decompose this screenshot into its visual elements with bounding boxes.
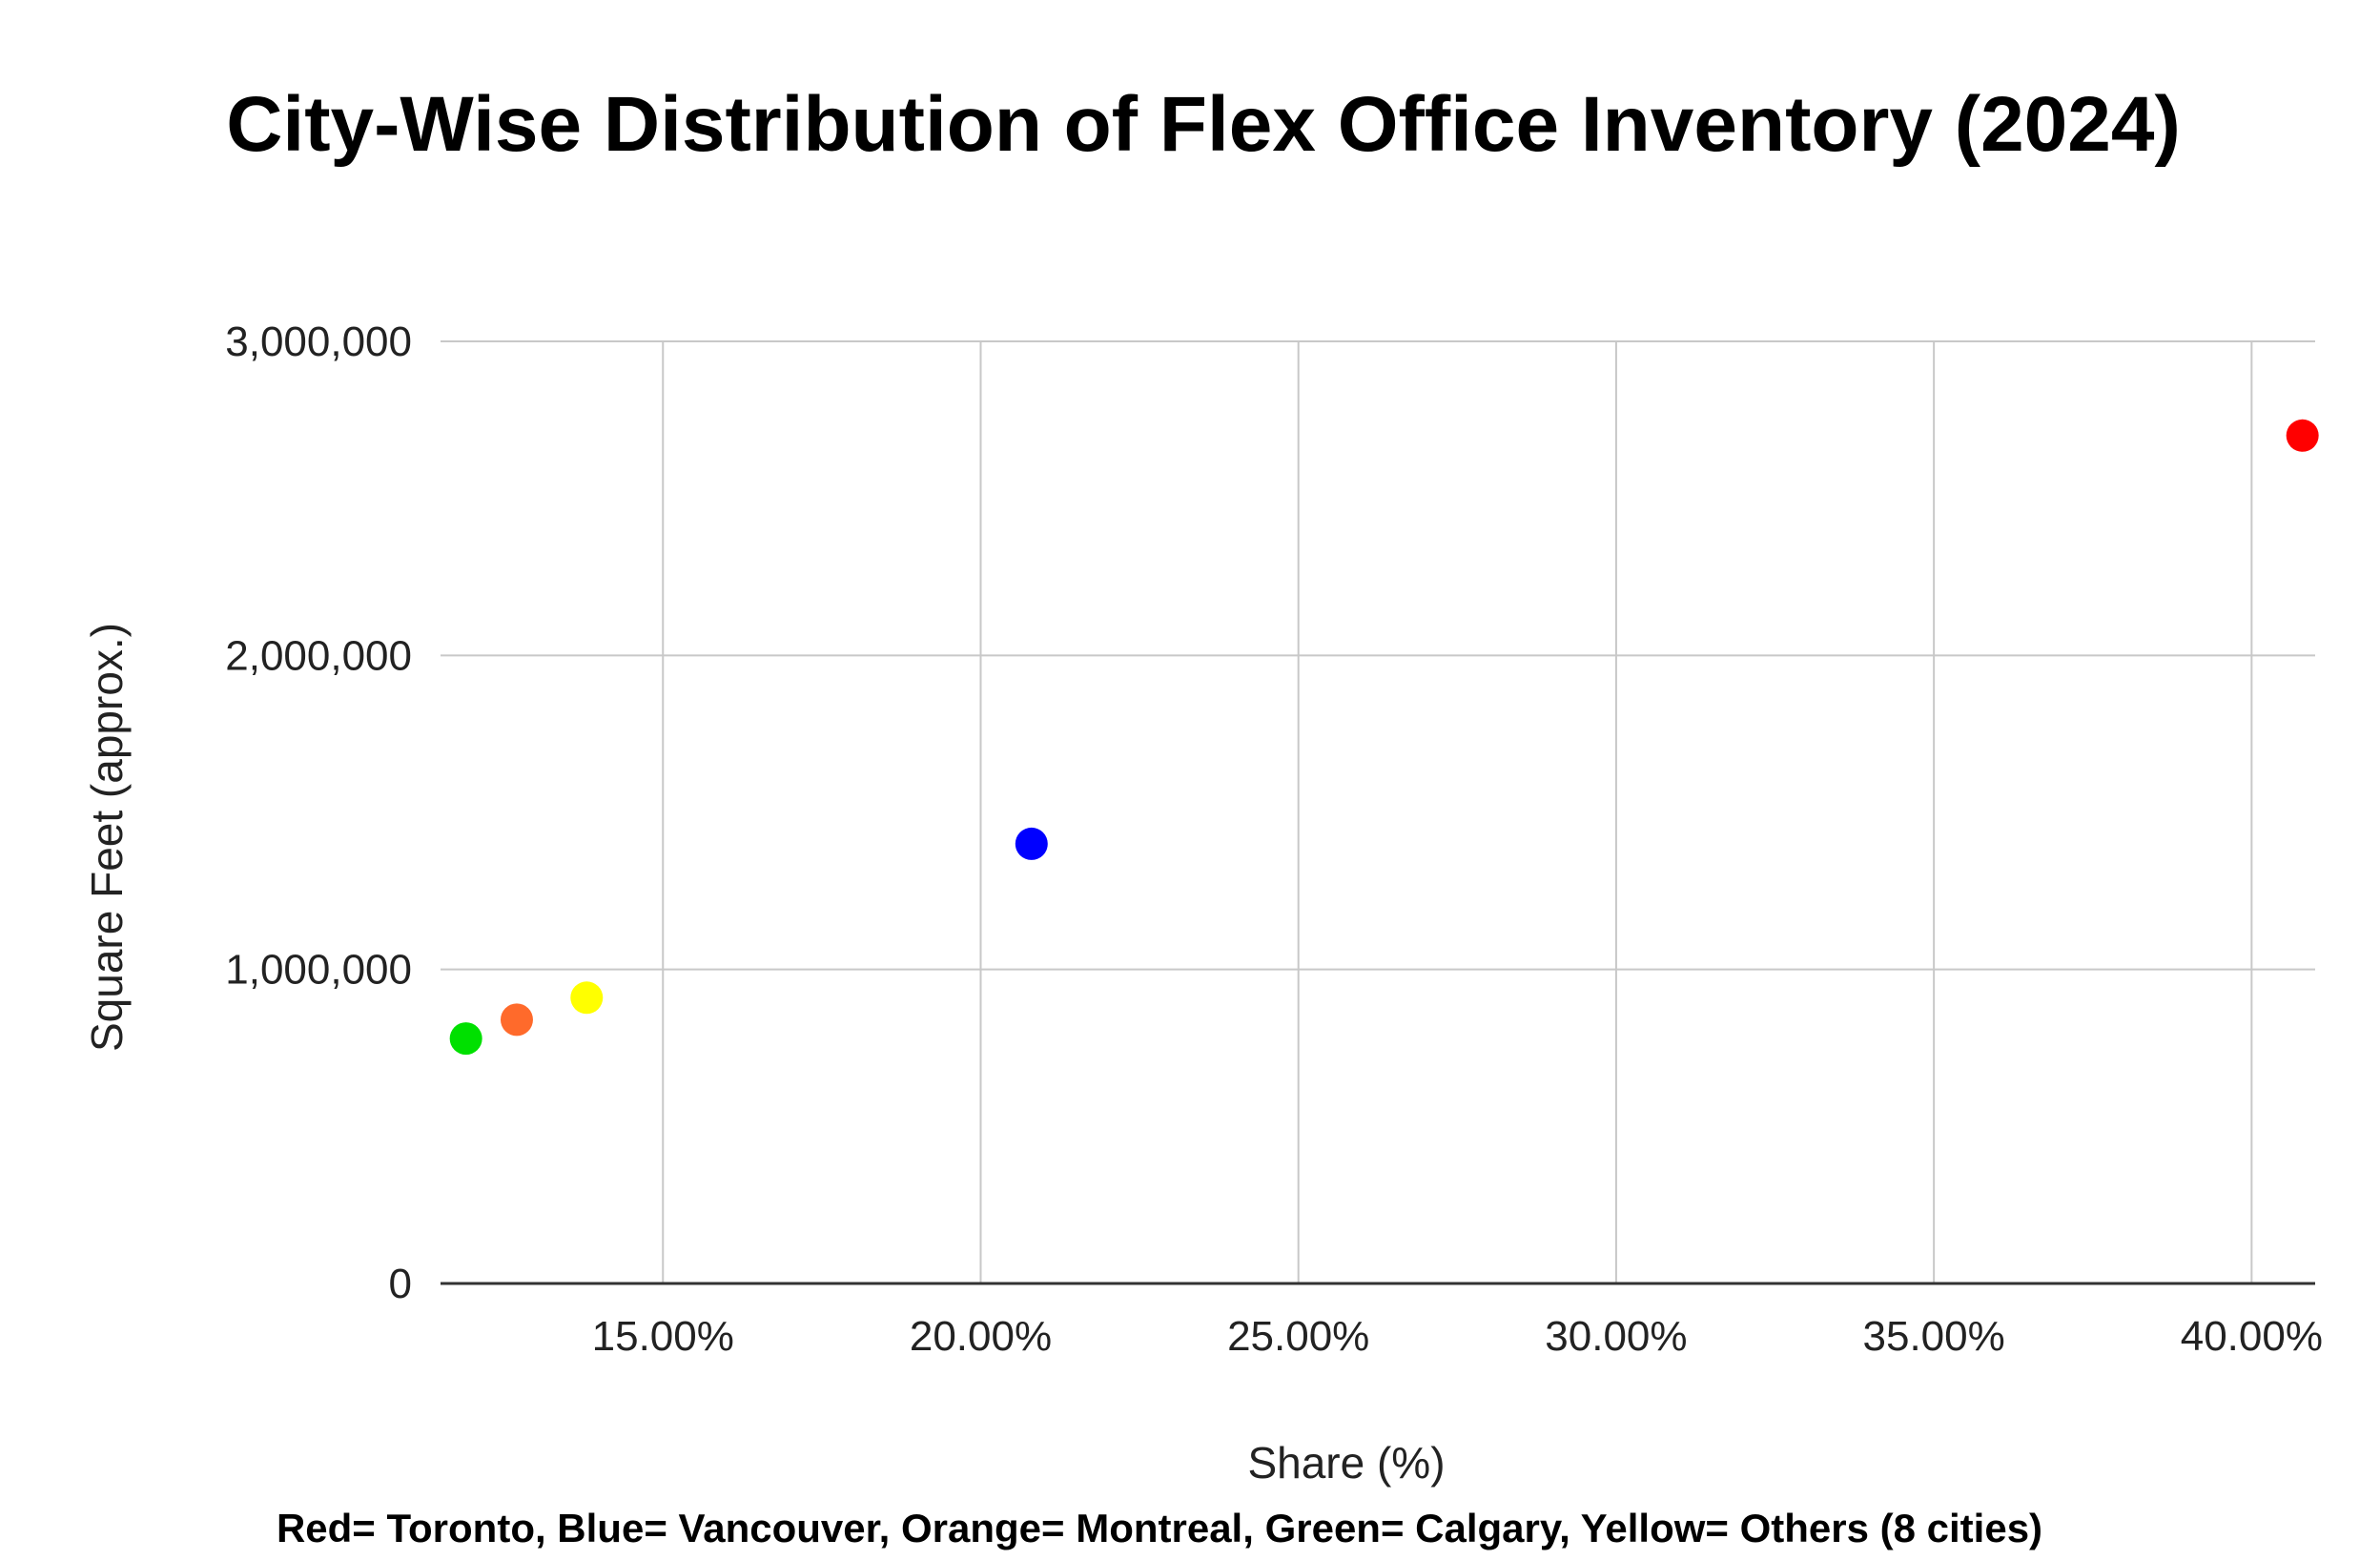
y-tick-label: 0 <box>389 1261 412 1307</box>
data-point <box>2286 419 2319 452</box>
y-axis-ticks: 0 1,000,000 2,000,000 3,000,000 <box>225 318 412 1307</box>
x-tick-label: 20.00% <box>910 1313 1052 1360</box>
data-points <box>449 419 2319 1056</box>
data-point <box>570 981 604 1015</box>
x-tick-label: 30.00% <box>1545 1313 1687 1360</box>
y-tick-label: 2,000,000 <box>225 632 412 679</box>
x-axis-label: Share (%) <box>1247 1438 1445 1488</box>
x-tick-label: 25.00% <box>1227 1313 1369 1360</box>
gridlines <box>441 340 2315 1283</box>
y-tick-label: 1,000,000 <box>225 947 412 994</box>
chart-title: City-Wise Distribution of Flex Office In… <box>226 81 2181 168</box>
x-tick-label: 40.00% <box>2181 1313 2323 1360</box>
data-point <box>1015 827 1048 860</box>
y-axis-label: Square Feet (approx.) <box>82 623 132 1052</box>
data-point <box>500 1003 533 1037</box>
x-tick-label: 35.00% <box>1863 1313 2005 1360</box>
data-point <box>449 1022 482 1056</box>
x-axis-ticks: 15.00% 20.00% 25.00% 30.00% 35.00% 40.00% <box>592 1313 2323 1360</box>
y-tick-label: 3,000,000 <box>225 318 412 365</box>
color-legend-note: Red= Toronto, Blue= Vancouver, Orange= M… <box>277 1506 2042 1550</box>
x-tick-label: 15.00% <box>592 1313 734 1360</box>
